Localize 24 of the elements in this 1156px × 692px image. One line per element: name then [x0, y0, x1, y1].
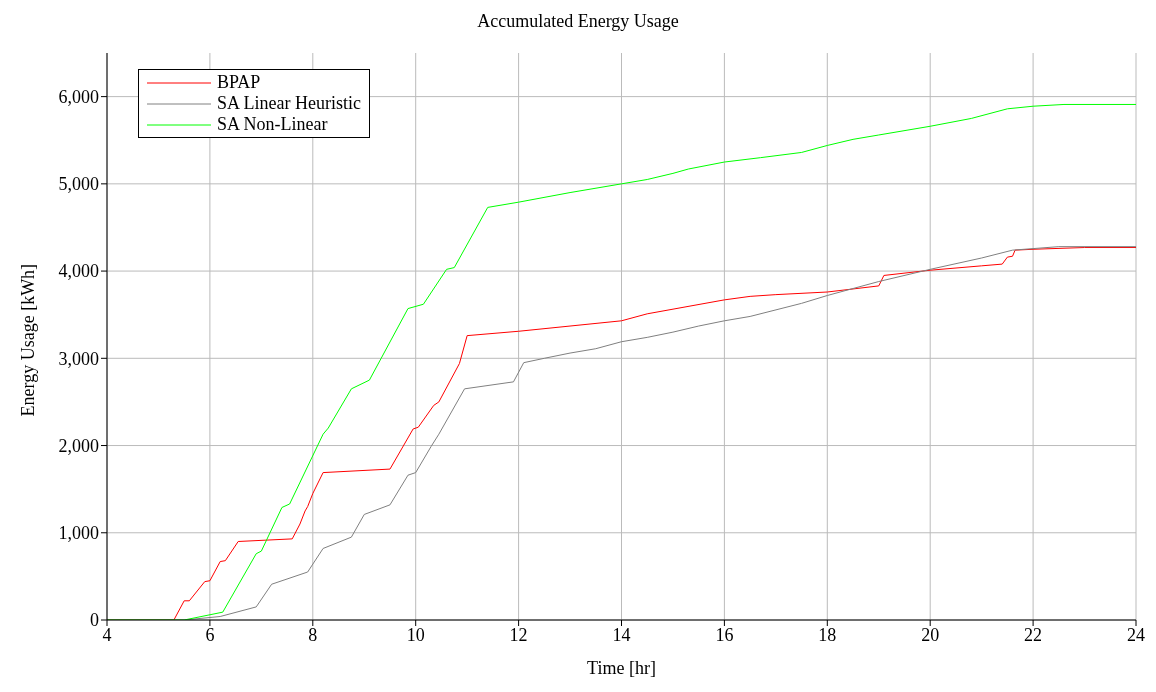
x-tick-label: 14 [612, 624, 631, 645]
y-axis-title: Energy Usage [kWh] [18, 263, 39, 417]
x-tick-label: 16 [715, 624, 734, 645]
x-tick-label: 24 [1127, 624, 1145, 645]
x-tick-label: 18 [818, 624, 837, 645]
y-tick-label: 0 [90, 610, 99, 631]
chart-title: Accumulated Energy Usage [476, 10, 680, 33]
y-tick-label: 3,000 [58, 348, 99, 369]
x-tick-label: 10 [406, 624, 425, 645]
x-tick-label: 4 [102, 624, 112, 645]
x-axis-title: Time [hr] [587, 658, 656, 678]
y-tick-label: 6,000 [58, 87, 99, 108]
y-tick-label: 2,000 [58, 435, 99, 456]
y-tick-label: 1,000 [58, 523, 99, 544]
y-tick-label: 5,000 [58, 174, 99, 195]
x-tick-label: 22 [1024, 624, 1043, 645]
legend-label: SA Non-Linear [217, 114, 329, 135]
x-tick-label: 6 [205, 624, 215, 645]
x-tick-label: 8 [308, 624, 318, 645]
y-tick-label: 4,000 [58, 261, 99, 282]
legend-label: SA Linear Heuristic [217, 93, 361, 114]
x-tick-label: 20 [921, 624, 940, 645]
legend-label: BPAP [217, 72, 262, 93]
x-tick-label: 12 [509, 624, 528, 645]
